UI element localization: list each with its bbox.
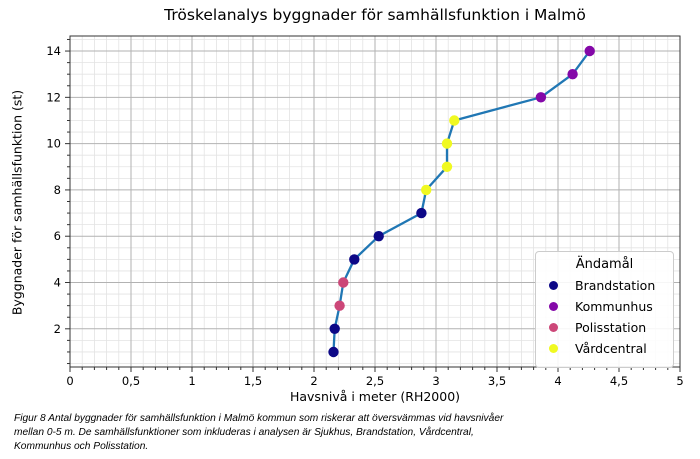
data-point-kommunhus — [584, 45, 595, 57]
caption-line: mellan 0-5 m. De samhällsfunktioner som … — [14, 426, 474, 438]
legend-marker-icon — [549, 281, 558, 290]
legend-item-label: Polisstation — [575, 320, 647, 335]
legend-marker-icon — [549, 344, 558, 353]
data-point-polisstation — [338, 277, 349, 288]
y-tick-label: 6 — [54, 229, 61, 243]
data-point-vårdcentral — [441, 138, 453, 149]
figure-caption: Figur 8 Antal byggnader för samhällsfunk… — [14, 412, 690, 453]
legend-title: Ändamål — [575, 257, 634, 272]
chart-title: Tröskelanalys byggnader för samhällsfunk… — [164, 6, 586, 24]
y-tick-label: 10 — [46, 137, 61, 151]
x-tick-label: 1 — [188, 374, 195, 388]
data-point-brandstation — [328, 346, 339, 358]
data-point-brandstation — [373, 231, 384, 242]
data-point-vårdcentral — [421, 184, 432, 196]
data-point-brandstation — [349, 254, 360, 265]
legend-marker-icon — [549, 323, 558, 332]
legend-item-brandstation: Brandstation — [536, 275, 673, 296]
data-point-kommunhus — [567, 69, 578, 80]
legend-item-label: Vårdcentral — [575, 341, 647, 356]
y-tick-label: 14 — [46, 44, 61, 58]
data-point-vårdcentral — [441, 161, 453, 172]
legend-item-kommunhus: Kommunhus — [536, 296, 673, 317]
data-point-vårdcentral — [449, 115, 460, 126]
data-point-kommunhus — [535, 92, 547, 103]
caption-line: Figur 8 Antal byggnader för samhällsfunk… — [14, 413, 504, 424]
x-axis-label: Havsnivå i meter (RH2000) — [289, 389, 461, 404]
caption-line: Kommunhus och Polisstation. — [14, 440, 149, 452]
x-tick-label: 3,5 — [488, 374, 506, 388]
y-tick-label: 4 — [54, 276, 61, 290]
x-tick-label: 4 — [554, 374, 561, 388]
legend-item-vårdcentral: Vårdcentral — [536, 338, 673, 359]
x-tick-label: 1,5 — [244, 374, 262, 388]
x-tick-label: 5 — [676, 374, 683, 388]
y-axis-label: Byggnader för samhällsfunktion (st) — [9, 89, 25, 316]
y-tick-label: 2 — [54, 322, 61, 336]
legend-marker-icon — [549, 302, 558, 311]
x-tick-label: 2,5 — [366, 374, 384, 388]
x-tick-label: 3 — [432, 374, 439, 388]
legend-item-polisstation: Polisstation — [536, 317, 673, 338]
data-point-brandstation — [329, 323, 340, 334]
legend-item-label: Kommunhus — [575, 299, 653, 314]
x-tick-label: 0 — [66, 374, 73, 388]
x-tick-label: 2 — [310, 374, 317, 388]
data-point-polisstation — [334, 300, 345, 311]
data-point-brandstation — [416, 207, 427, 219]
x-tick-label: 0,5 — [122, 374, 140, 388]
y-tick-label: 12 — [46, 90, 61, 104]
legend: Ändamål Brandstation Kommunhus Polisstatio… — [535, 251, 674, 368]
y-tick-label: 8 — [54, 183, 61, 197]
legend-item-label: Brandstation — [575, 278, 656, 293]
x-tick-label: 4,5 — [610, 374, 628, 388]
legend-items: Brandstation Kommunhus Polisstation Vårdcen… — [536, 275, 673, 359]
